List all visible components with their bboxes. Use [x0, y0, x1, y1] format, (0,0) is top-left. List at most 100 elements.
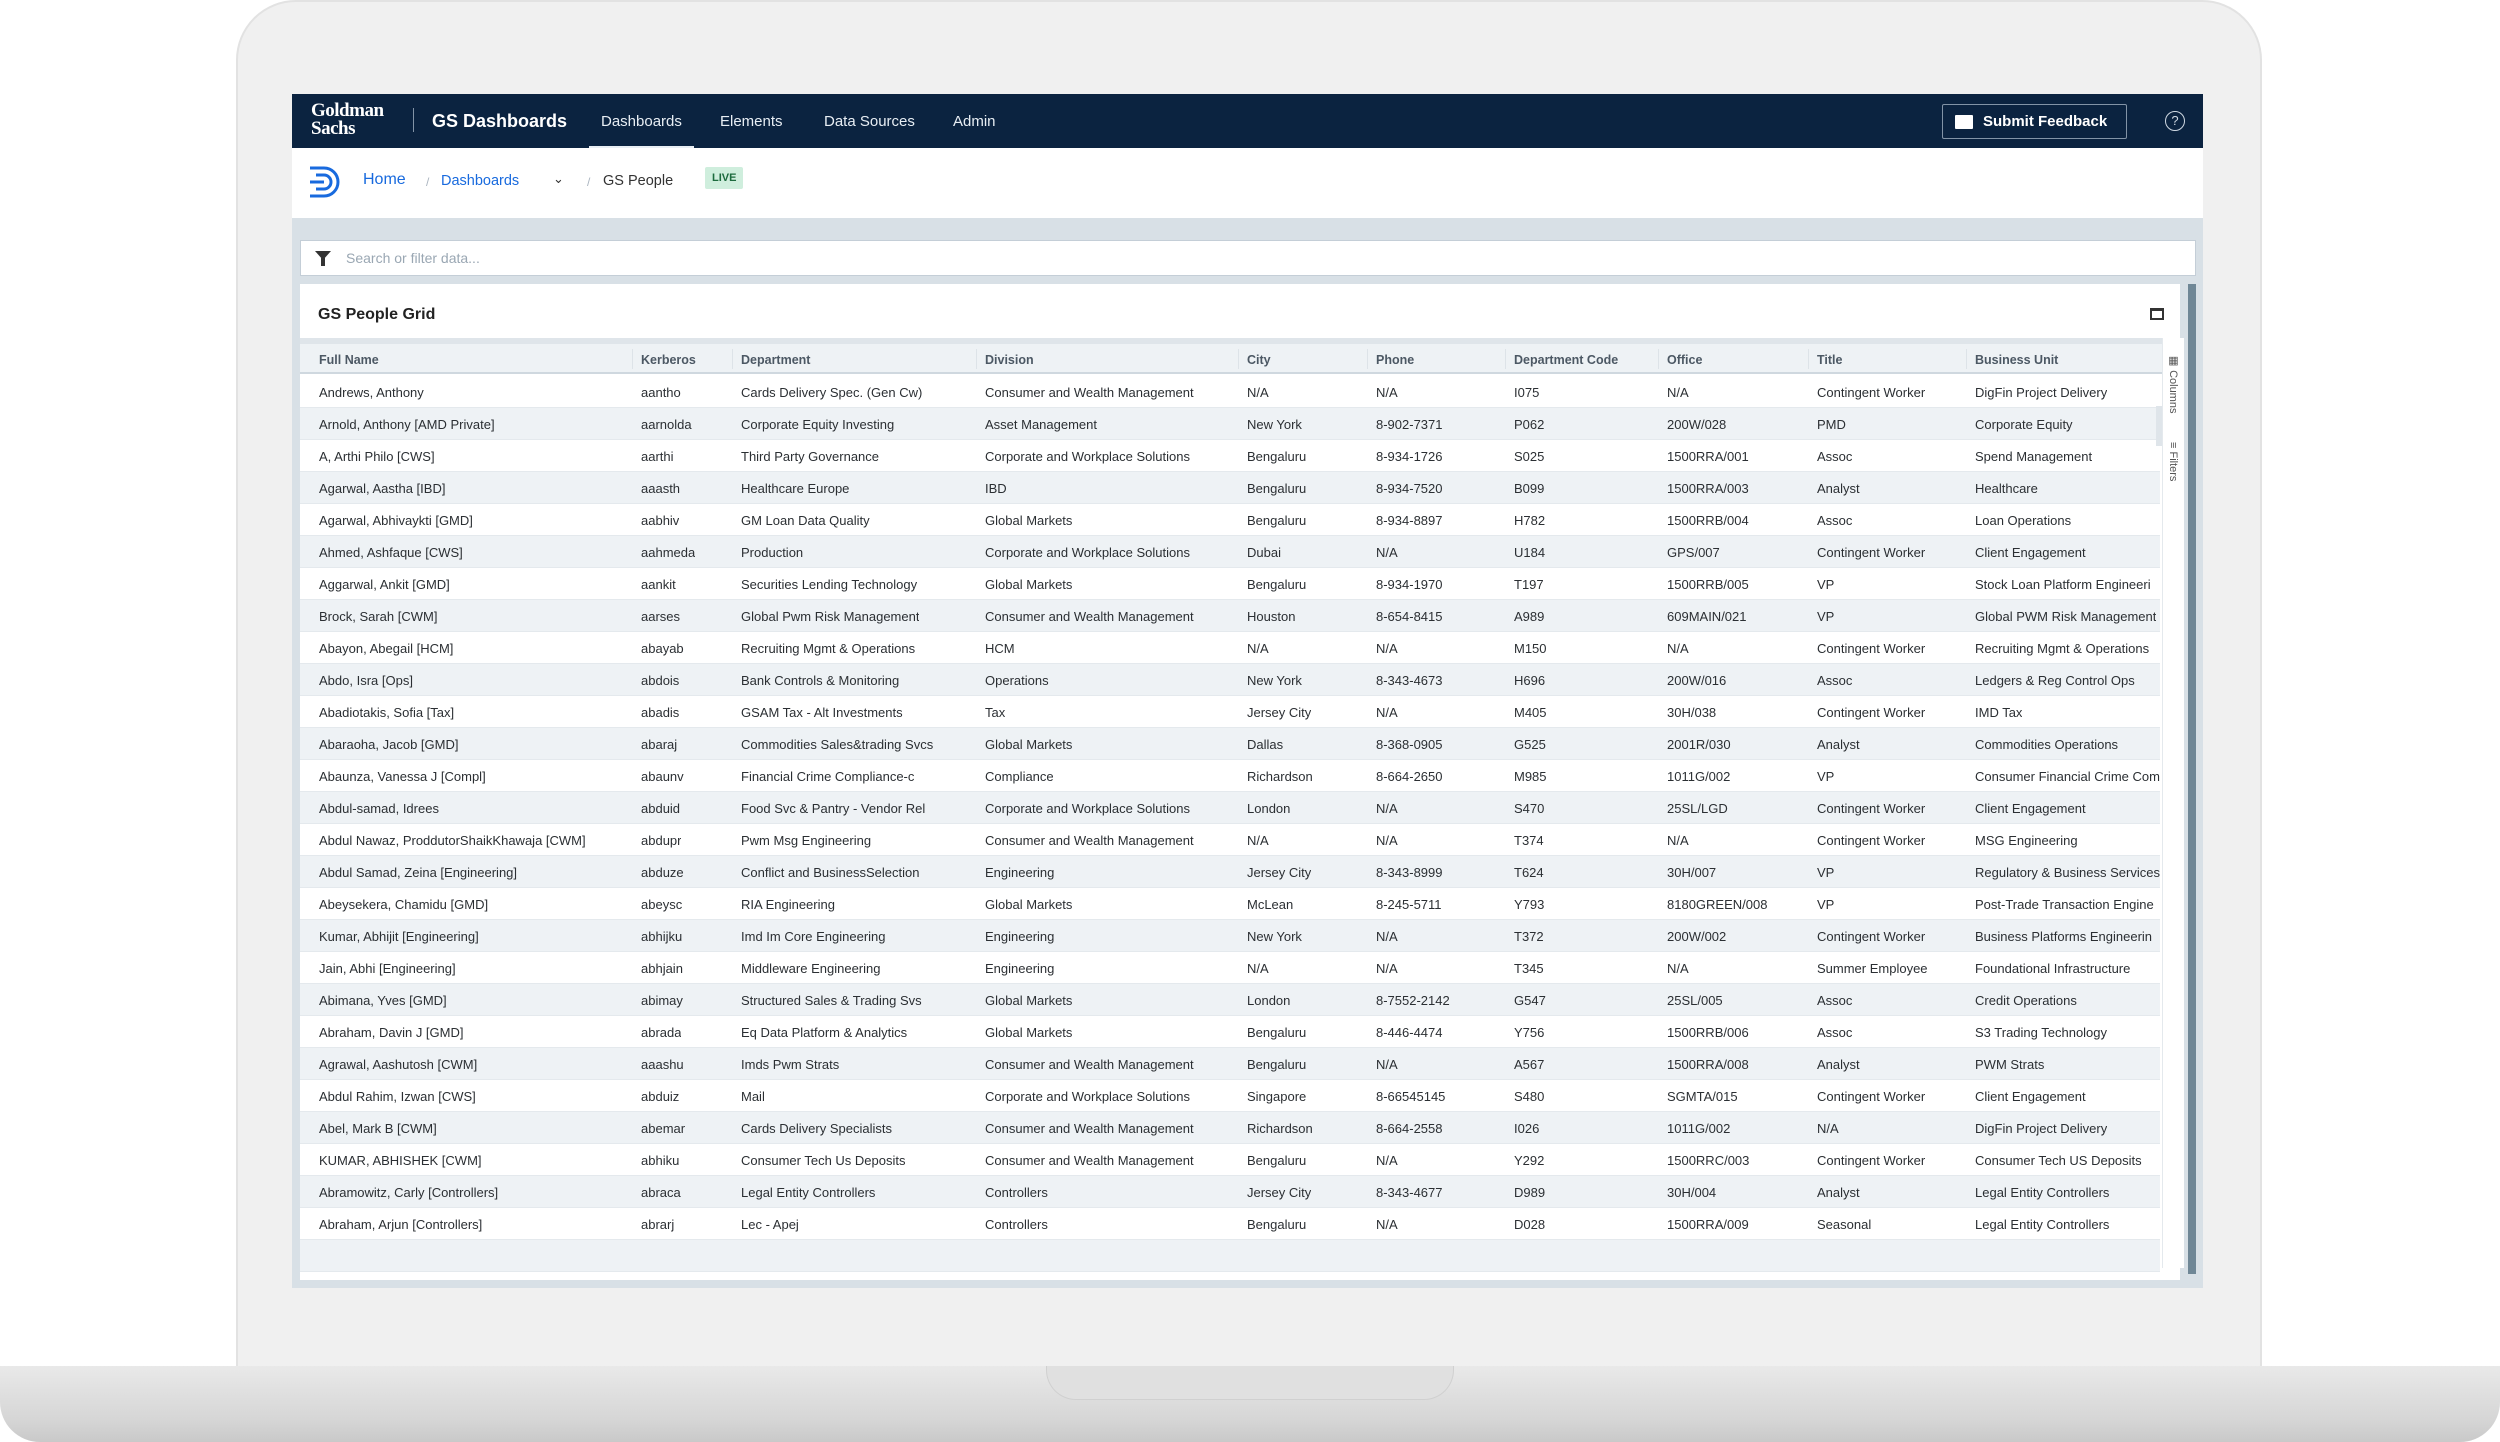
submit-feedback-button[interactable]: Submit Feedback [1942, 104, 2127, 139]
column-resize-handle[interactable] [732, 349, 733, 369]
column-header-full-name[interactable]: Full Name [319, 353, 379, 367]
cell-title: Assoc [1817, 993, 1853, 1008]
column-resize-handle[interactable] [976, 349, 977, 369]
cell-full-name: Aggarwal, Ankit [GMD] [319, 577, 450, 592]
cell-department: Financial Crime Compliance-c [741, 769, 915, 784]
table-row[interactable]: Ahmed, Ashfaque [CWS] aahmeda Production Co… [300, 536, 2160, 568]
column-header-kerberos[interactable]: Kerberos [641, 353, 696, 367]
help-icon[interactable]: ? [2165, 111, 2185, 131]
cell-business-unit: MSG Engineering [1975, 833, 2078, 848]
cell-title: Analyst [1817, 481, 1860, 496]
cell-kerberos: aahmeda [641, 545, 696, 560]
cell-title: Assoc [1817, 1025, 1853, 1040]
nav-data-sources[interactable]: Data Sources [824, 113, 915, 130]
cell-department: Imd Im Core Engineering [741, 929, 886, 944]
filters-tab[interactable]: ≡ Filters [2164, 438, 2182, 485]
table-row[interactable]: Aggarwal, Ankit [GMD] aankit Securities Le… [300, 568, 2160, 600]
table-row[interactable]: Abraham, Arjun [Controllers] abrarj Lec - … [300, 1208, 2160, 1240]
cell-division: Consumer and Wealth Management [985, 1057, 1194, 1072]
table-row[interactable]: Agrawal, Aashutosh [CWM] aaashu Imds Pwm S… [300, 1048, 2160, 1080]
column-header-department-code[interactable]: Department Code [1514, 353, 1619, 367]
nav-dashboards[interactable]: Dashboards [589, 113, 694, 149]
cell-department-code: T372 [1514, 929, 1544, 944]
column-resize-handle[interactable] [632, 349, 633, 369]
cell-department: Cards Delivery Specialists [741, 1121, 892, 1136]
table-row[interactable]: A, Arthi Philo [CWS] aarthi Third Party Go… [300, 440, 2160, 472]
table-row[interactable] [300, 1240, 2160, 1272]
column-resize-handle[interactable] [1808, 349, 1809, 369]
table-row[interactable]: Abramowitz, Carly [Controllers] abraca Leg… [300, 1176, 2160, 1208]
table-row[interactable]: Abraham, Davin J [GMD] abrada Eq Data Plat… [300, 1016, 2160, 1048]
column-header-title[interactable]: Title [1817, 353, 1843, 367]
column-header-department[interactable]: Department [741, 353, 811, 367]
column-resize-handle[interactable] [1505, 349, 1506, 369]
cell-title: Contingent Worker [1817, 833, 1926, 848]
grid-vertical-scrollbar[interactable] [2156, 406, 2162, 446]
cell-office: 1500RRB/004 [1667, 513, 1749, 528]
table-row[interactable]: Abdul Rahim, Izwan [CWS] abduiz Mail Corpor… [300, 1080, 2160, 1112]
column-header-phone[interactable]: Phone [1376, 353, 1415, 367]
breadcrumb-home[interactable]: Home [363, 171, 406, 188]
cell-full-name: Brock, Sarah [CWM] [319, 609, 438, 624]
cell-division: Global Markets [985, 513, 1073, 528]
cell-phone: 8-934-7520 [1376, 481, 1443, 496]
cell-city: McLean [1247, 897, 1294, 912]
cell-business-unit: Global PWM Risk Management [1975, 609, 2157, 624]
table-row[interactable]: Abdul Nawaz, ProddutorShaikKhawaja [CWM]… [300, 824, 2160, 856]
cell-kerberos: aarthi [641, 449, 674, 464]
table-row[interactable]: Abaunza, Vanessa J [Compl] abaunv Financia… [300, 760, 2160, 792]
cell-department-code: D028 [1514, 1217, 1546, 1232]
table-row[interactable]: Abel, Mark B [CWM] abemar Cards Delivery S… [300, 1112, 2160, 1144]
table-row[interactable]: Kumar, Abhijit [Engineering] abhijku Imd I… [300, 920, 2160, 952]
cell-office: 609MAIN/021 [1667, 609, 1747, 624]
table-row[interactable]: Arnold, Anthony [AMD Private] aarnolda Cor… [300, 408, 2160, 440]
table-row[interactable]: Agarwal, Aastha [IBD] aaasth Healthcare Eu… [300, 472, 2160, 504]
search-input[interactable] [346, 241, 2146, 275]
nav-elements[interactable]: Elements [720, 113, 783, 130]
cell-phone: 8-7552-2142 [1376, 993, 1450, 1008]
table-row[interactable]: Abdul Samad, Zeina [Engineering] abduze Co… [300, 856, 2160, 888]
table-row[interactable]: Andrews, Anthony aantho Cards Delivery Spe… [300, 376, 2160, 408]
column-resize-handle[interactable] [1658, 349, 1659, 369]
table-row[interactable]: Agarwal, Abhivaykti [GMD] aabhiv GM Loan D… [300, 504, 2160, 536]
column-resize-handle[interactable] [1238, 349, 1239, 369]
table-row[interactable]: Abimana, Yves [GMD] abimay Structured Sale… [300, 984, 2160, 1016]
column-resize-handle[interactable] [1367, 349, 1368, 369]
cell-department-code: T374 [1514, 833, 1544, 848]
table-row[interactable]: Abadiotakis, Sofia [Tax] abadis GSAM Tax -… [300, 696, 2160, 728]
cell-city: Houston [1247, 609, 1296, 624]
cell-office: 25SL/005 [1667, 993, 1723, 1008]
columns-tab[interactable]: ▦ Columns [2164, 350, 2183, 417]
chevron-down-icon[interactable]: ⌄ [553, 171, 564, 186]
column-header-business-unit[interactable]: Business Unit [1975, 353, 2059, 367]
maximize-icon[interactable] [2150, 308, 2164, 320]
cell-city: New York [1247, 673, 1302, 688]
cell-title: Assoc [1817, 449, 1853, 464]
page-scrollbar[interactable] [2188, 284, 2196, 1274]
column-resize-handle[interactable] [1966, 349, 1967, 369]
table-row[interactable]: Brock, Sarah [CWM] aarses Global Pwm Risk … [300, 600, 2160, 632]
cell-department: Third Party Governance [741, 449, 880, 464]
cell-phone: 8-66545145 [1376, 1089, 1446, 1104]
table-row[interactable]: Abeysekera, Chamidu [GMD] abeysc RIA Engin… [300, 888, 2160, 920]
cell-business-unit: Spend Management [1975, 449, 2093, 464]
cell-title: Assoc [1817, 673, 1853, 688]
cell-phone: 8-343-4677 [1376, 1185, 1443, 1200]
cell-city: Bengaluru [1247, 1057, 1307, 1072]
nav-admin[interactable]: Admin [953, 113, 996, 130]
table-row[interactable]: Jain, Abhi [Engineering] abhjain Middlewar… [300, 952, 2160, 984]
goldman-sachs-logo[interactable]: Goldman Sachs [311, 100, 384, 139]
cell-kerberos: aantho [641, 385, 681, 400]
table-row[interactable]: KUMAR, ABHISHEK [CWM] abhiku Consumer Tech… [300, 1144, 2160, 1176]
table-row[interactable]: Abdo, Isra [Ops] abdois Bank Controls & Mo… [300, 664, 2160, 696]
column-header-office[interactable]: Office [1667, 353, 1703, 367]
column-header-division[interactable]: Division [985, 353, 1034, 367]
breadcrumb-dashboards[interactable]: Dashboards [441, 173, 520, 189]
table-row[interactable]: Abayon, Abegail [HCM] abayab Recruiting Mg… [300, 632, 2160, 664]
cell-department-code: S025 [1514, 449, 1545, 464]
app-name[interactable]: GS Dashboards [432, 111, 568, 131]
table-row[interactable]: Abaraoha, Jacob [GMD] abaraj Commodities S… [300, 728, 2160, 760]
table-row[interactable]: Abdul-samad, Idrees abduid Food Svc & Pant… [300, 792, 2160, 824]
cell-title: Contingent Worker [1817, 1153, 1926, 1168]
column-header-city[interactable]: City [1247, 353, 1271, 367]
